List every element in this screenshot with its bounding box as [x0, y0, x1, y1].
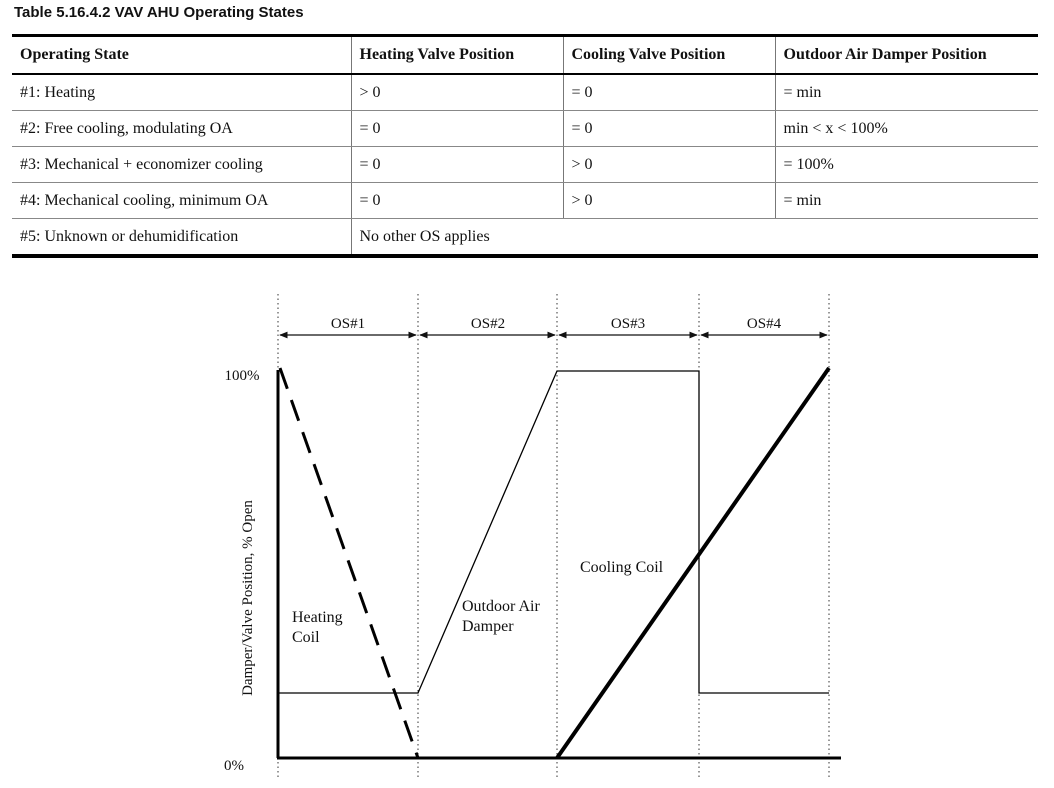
- table-row: #5: Unknown or dehumidification No other…: [12, 218, 1038, 256]
- header-cooling-valve: Cooling Valve Position: [562, 35, 775, 75]
- operating-states-diagram: OS#1 OS#2 OS#3 OS#4 100% 0% Damper/Valve…: [224, 294, 841, 780]
- cell-cooling-valve: > 0: [562, 146, 775, 183]
- cell-no-other-os: No other OS applies: [350, 218, 1038, 256]
- os-boundaries: [277, 294, 830, 780]
- outdoor-air-damper-line: [278, 370, 829, 694]
- heating-coil-line: [278, 367, 420, 759]
- heating-coil-label: Heating Coil: [292, 609, 347, 646]
- cell-heating-valve: > 0: [350, 74, 563, 111]
- table-row: #2: Free cooling, modulating OA = 0 = 0 …: [12, 110, 1038, 147]
- cell-oa-damper: = min: [774, 74, 1038, 111]
- operating-states-table: Operating State Heating Valve Position C…: [12, 34, 1038, 258]
- cell-heating-valve: = 0: [350, 182, 563, 219]
- os3-label: OS#3: [611, 316, 645, 332]
- os1-label: OS#1: [331, 316, 365, 332]
- cell-operating-state: #3: Mechanical + economizer cooling: [12, 146, 351, 183]
- header-heating-valve: Heating Valve Position: [350, 35, 563, 75]
- cooling-coil-line: [555, 366, 831, 760]
- cell-operating-state: #5: Unknown or dehumidification: [20, 227, 239, 245]
- os2-label: OS#2: [471, 316, 505, 332]
- cell-heating-valve: = 0: [350, 146, 563, 183]
- cell-cooling-valve: > 0: [562, 182, 775, 219]
- cell-oa-damper: = 100%: [774, 146, 1038, 183]
- outdoor-air-damper-label: Outdoor Air Damper: [462, 598, 544, 635]
- cell-operating-state: #4: Mechanical cooling, minimum OA: [12, 182, 351, 219]
- table-row: #4: Mechanical cooling, minimum OA = 0 >…: [12, 182, 1038, 219]
- table-row: #3: Mechanical + economizer cooling = 0 …: [12, 146, 1038, 183]
- table-caption: Table 5.16.4.2 VAV AHU Operating States: [14, 4, 304, 21]
- cell-heating-valve: = 0: [350, 110, 563, 147]
- header-operating-state: Operating State: [12, 35, 351, 75]
- y-label-100: 100%: [225, 368, 260, 384]
- header-oa-damper: Outdoor Air Damper Position: [774, 35, 1038, 75]
- y-axis-title: Damper/Valve Position, % Open: [240, 500, 256, 696]
- cell-operating-state: #1: Heating: [12, 74, 351, 111]
- cell-operating-state: #2: Free cooling, modulating OA: [12, 110, 351, 147]
- cooling-coil-label: Cooling Coil: [580, 559, 664, 576]
- y-label-0: 0%: [224, 758, 244, 774]
- os4-label: OS#4: [747, 316, 782, 332]
- cell-cooling-valve: = 0: [562, 110, 775, 147]
- cell-oa-damper: = min: [774, 182, 1038, 219]
- cell-cooling-valve: = 0: [562, 74, 775, 111]
- table-row: #1: Heating > 0 = 0 = min: [12, 74, 1038, 111]
- cell-oa-damper: min < x < 100%: [774, 110, 1038, 147]
- table-header-row: Operating State Heating Valve Position C…: [12, 35, 1038, 75]
